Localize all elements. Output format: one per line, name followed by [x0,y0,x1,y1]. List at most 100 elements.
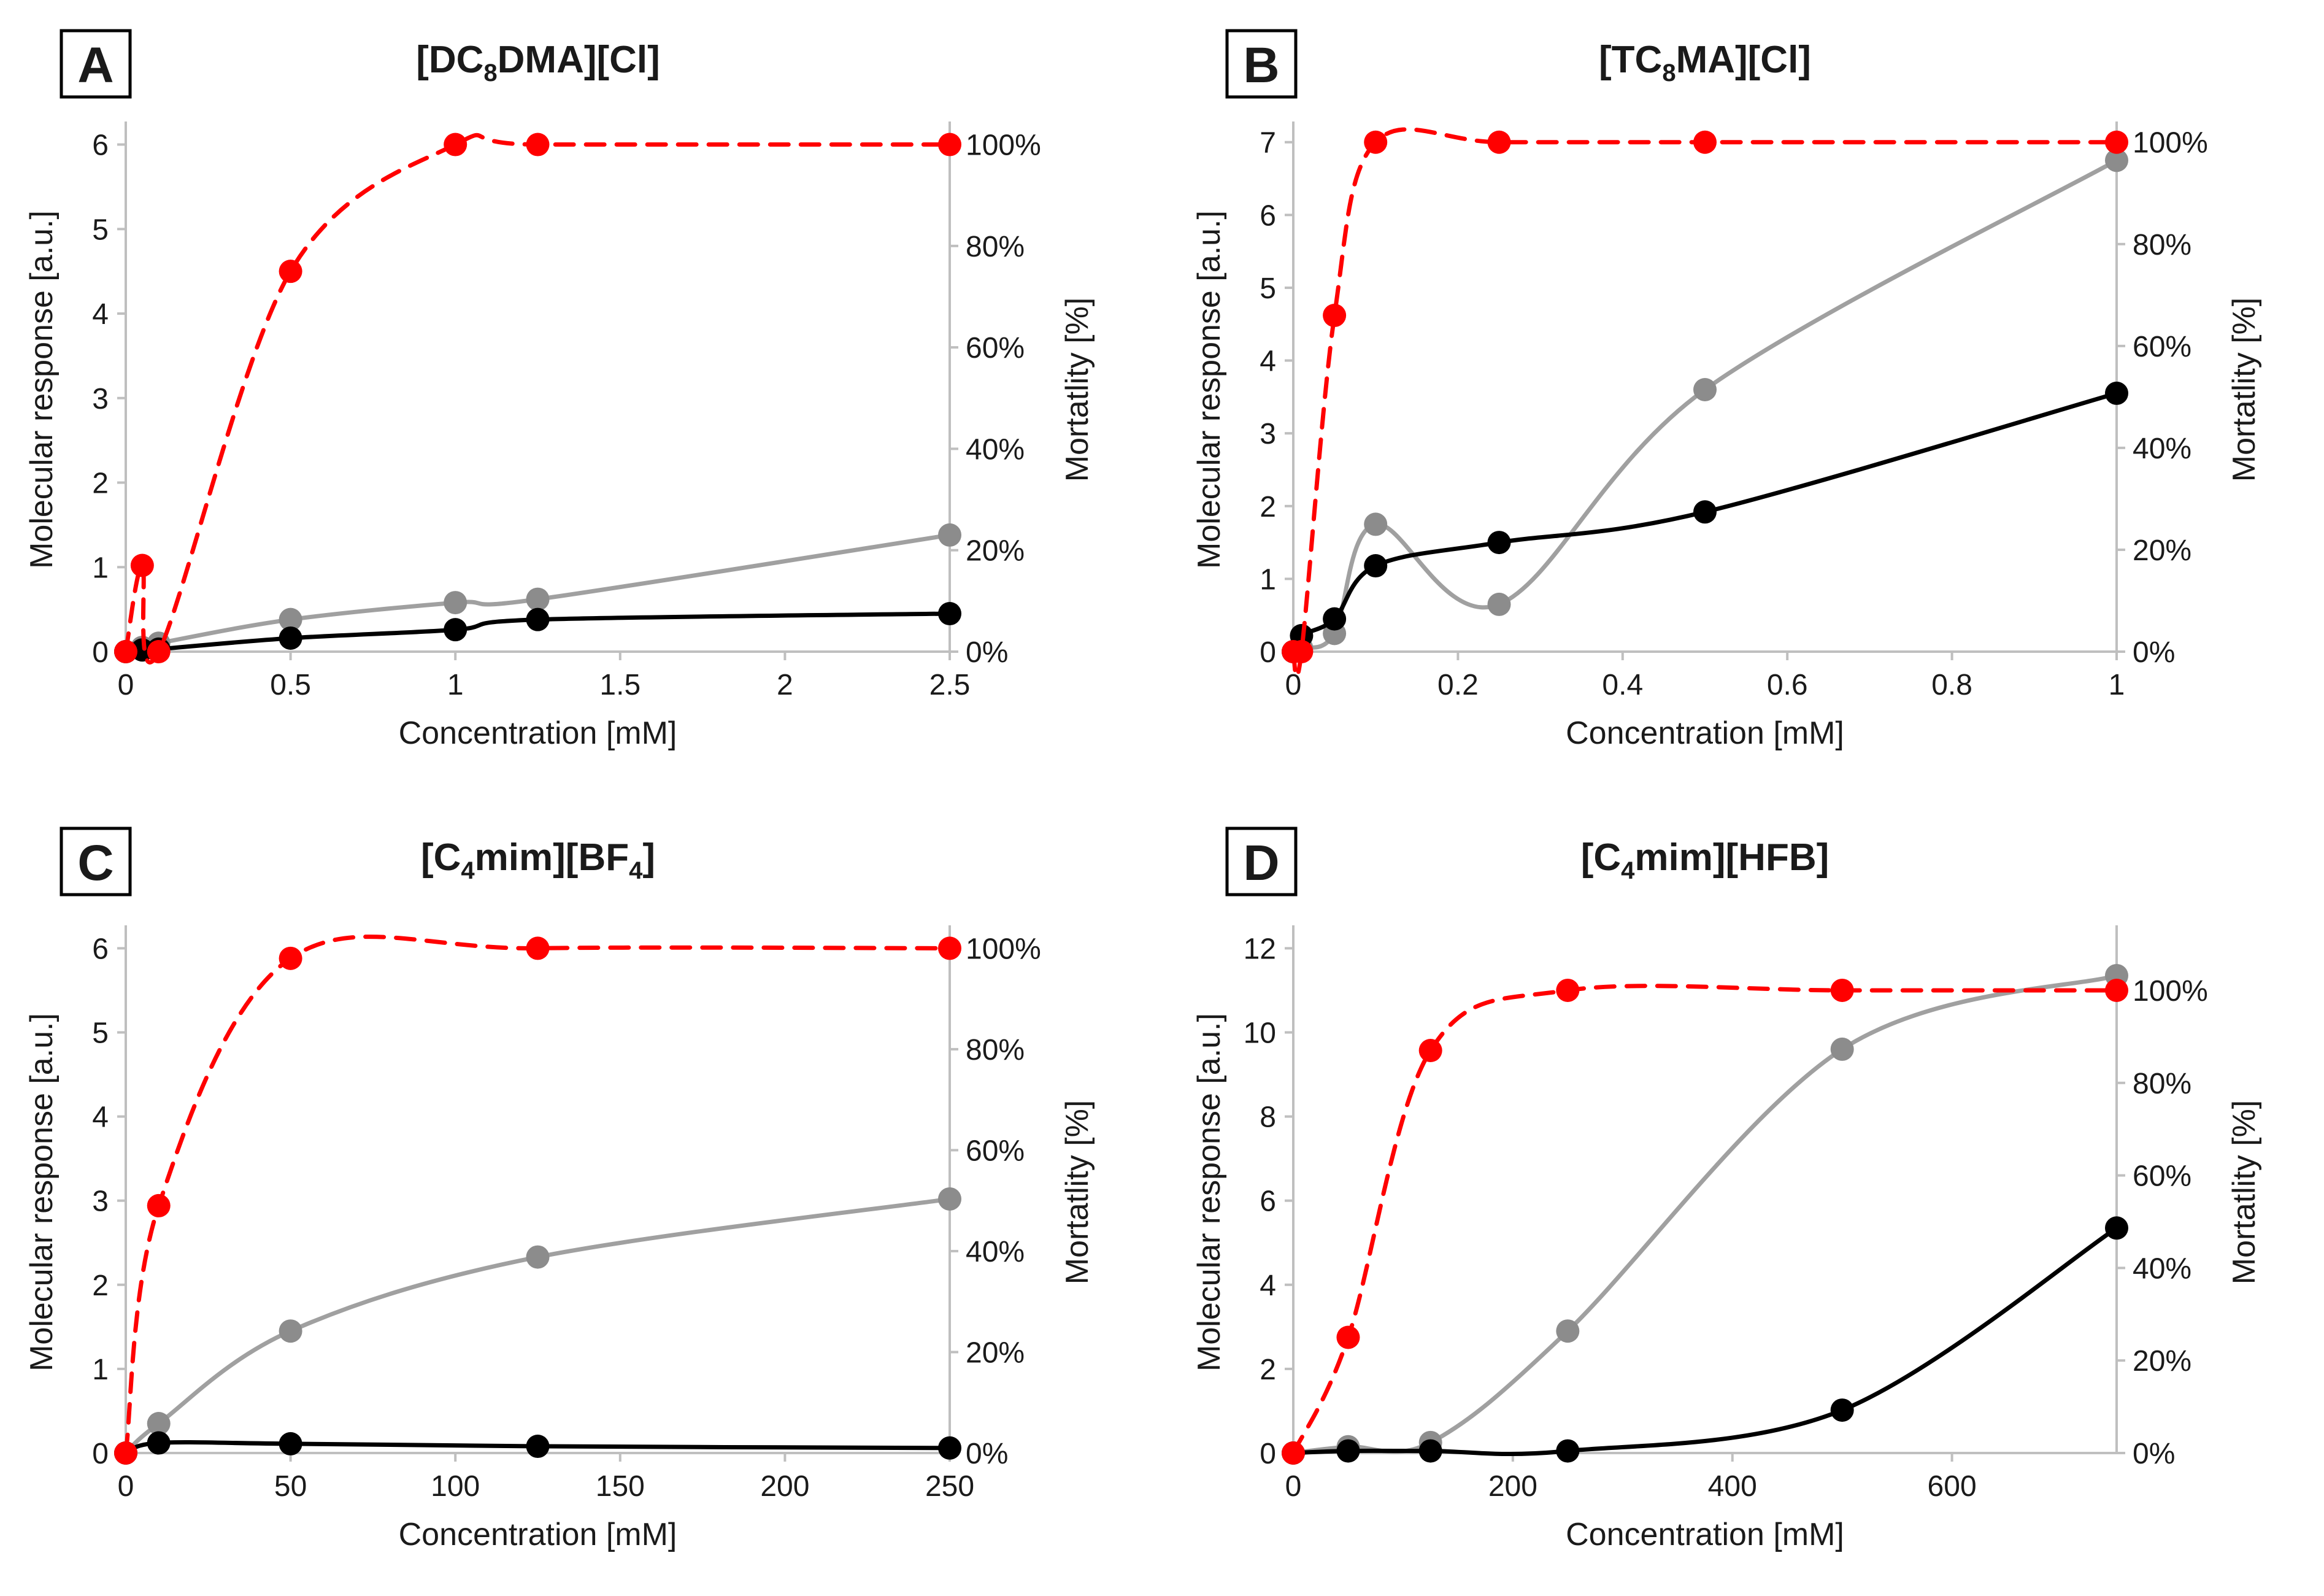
y-tick-label: 6 [92,129,109,162]
series-line-mortality [1291,127,2119,679]
y-tick-label: 2 [1260,1354,1276,1386]
y2-tick-label: 100% [966,129,1041,162]
data-point-black [938,1436,961,1460]
x-tick-label: 0.8 [1931,669,1972,701]
x-axis-title: Concentration [mM] [1566,715,1844,751]
y2-tick-label: 80% [2133,229,2191,261]
x-tick-label: 400 [1708,1470,1757,1503]
y-tick-label: 7 [1260,127,1276,160]
data-point-grey [1364,512,1388,536]
data-point-mortality [1693,130,1717,154]
y-tick-label: 6 [92,933,109,965]
chart-title: [C4mim][BF4] [421,836,655,884]
y2-axis-title: Mortatlity [%] [2226,298,2262,482]
data-point-grey [279,607,302,631]
data-point-mortality [279,260,302,283]
x-tick-label: 1 [447,669,464,701]
data-point-mortality [114,640,137,663]
chart-title: [DC8DMA][Cl] [416,39,660,87]
series-line-grey [123,1197,952,1455]
y-tick-label: 0 [1260,1438,1276,1470]
chart-title: [C4mim][HFB] [1581,836,1830,884]
data-point-mortality [938,133,961,156]
data-point-grey [1487,592,1511,616]
data-point-mortality [444,133,467,156]
y2-tick-label: 20% [966,1336,1025,1369]
y2-axis-title: Mortatlity [%] [1060,298,1095,482]
data-point-mortality [1290,640,1314,663]
x-tick-label: 0 [1285,1470,1302,1503]
x-tick-label: 0 [118,669,134,701]
data-point-mortality [1323,304,1347,328]
y-tick-label: 5 [92,1017,109,1050]
y2-tick-label: 20% [2133,534,2191,567]
x-tick-label: 250 [925,1470,974,1503]
data-point-grey [526,1245,550,1269]
data-point-grey [938,523,961,547]
x-tick-label: 100 [431,1470,480,1503]
data-point-mortality [1487,130,1511,154]
data-point-mortality [147,1193,171,1217]
y-tick-label: 6 [1260,1185,1276,1218]
y-tick-label: 0 [1260,636,1276,669]
data-point-mortality [2105,978,2128,1002]
data-point-grey [279,1319,302,1343]
y-tick-label: 4 [92,298,109,331]
data-point-black [147,1431,171,1455]
y2-tick-label: 60% [2133,1160,2191,1193]
x-tick-label: 0 [1285,669,1302,701]
y2-tick-label: 100% [2133,975,2208,1008]
panel-letter-box [1225,29,1298,99]
panel-letter-box [60,827,132,896]
y-tick-label: 5 [92,214,109,246]
panel-letter: B [1243,37,1279,93]
panel-letter: C [77,835,114,891]
x-tick-label: 50 [274,1470,307,1503]
x-tick-label: 2.5 [929,669,971,701]
x-tick-label: 200 [1488,1470,1537,1503]
data-point-mortality [279,946,302,970]
data-point-black [1693,500,1717,524]
data-point-black [1556,1439,1580,1463]
data-point-mortality [1336,1325,1360,1349]
data-point-mortality [1556,978,1580,1002]
data-point-grey [444,591,467,615]
x-tick-label: 0 [118,1470,134,1503]
y-tick-label: 2 [92,1270,109,1302]
x-tick-label: 0.6 [1767,669,1808,701]
data-point-grey [1830,1037,1854,1061]
y2-tick-label: 60% [966,1135,1025,1167]
data-point-mortality [114,1441,137,1465]
y-tick-label: 2 [92,468,109,500]
data-point-mortality [2105,130,2128,154]
x-tick-label: 2 [777,669,793,701]
y-tick-label: 4 [1260,1270,1276,1302]
y-tick-label: 12 [1244,933,1276,965]
y2-axis-title: Mortatlity [%] [2226,1100,2262,1285]
y-tick-label: 2 [1260,491,1276,523]
x-tick-label: 0.5 [270,669,311,701]
data-point-black [1830,1398,1854,1422]
data-point-grey [147,1412,171,1436]
data-point-black [938,602,961,626]
x-tick-label: 200 [760,1470,809,1503]
x-tick-label: 600 [1928,1470,1977,1503]
x-tick-label: 1 [2109,669,2125,701]
data-point-black [2105,1216,2128,1240]
series-line-mortality [1291,984,2119,1455]
chart-panel-b: B [TC8MA][Cl] 0 0.2 0.4 0.6 0.8 1 0 1 2 3 4 5 6 7 0% 20% 4… [1191,29,2262,751]
chart-panel-c: C [C4mim][BF4]0 50 100 150 200 25001234560%20%… [24,827,1095,1552]
data-point-black [279,1432,302,1455]
data-point-mortality [1418,1039,1442,1063]
y2-axis-title: Mortatlity [%] [1060,1100,1095,1285]
data-point-black [2105,381,2128,405]
y2-tick-label: 20% [966,535,1025,568]
series-line-grey [1291,973,2119,1455]
y-tick-label: 3 [92,383,109,415]
x-tick-label: 150 [596,1470,645,1503]
y-tick-label: 6 [1260,199,1276,232]
y2-tick-label: 40% [2133,1252,2191,1285]
y-tick-label: 1 [1260,563,1276,596]
y2-tick-label: 80% [2133,1068,2191,1100]
